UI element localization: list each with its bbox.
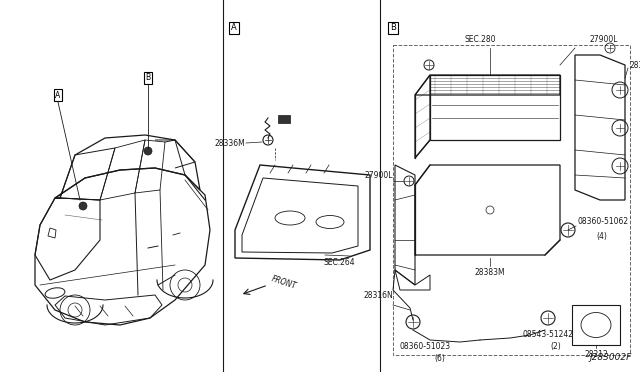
- Text: 08360-51023: 08360-51023: [399, 342, 451, 351]
- Circle shape: [144, 147, 152, 155]
- Bar: [278, 115, 290, 123]
- Text: FRONT: FRONT: [270, 275, 298, 291]
- Text: (4): (4): [596, 231, 607, 241]
- Text: B: B: [390, 23, 396, 32]
- Text: SEC.280: SEC.280: [464, 35, 496, 44]
- Text: A: A: [231, 23, 237, 32]
- Text: 28336M: 28336M: [214, 138, 245, 148]
- Circle shape: [79, 202, 87, 210]
- Text: 08360-51062: 08360-51062: [578, 218, 629, 227]
- Text: (2): (2): [550, 342, 561, 351]
- Text: 27900L: 27900L: [365, 170, 393, 180]
- Text: (6): (6): [435, 354, 445, 363]
- Text: 28212: 28212: [584, 350, 608, 359]
- Text: SEC.264: SEC.264: [323, 258, 355, 267]
- Text: 28316NA: 28316NA: [630, 61, 640, 70]
- Text: 28316N: 28316N: [364, 291, 393, 299]
- Text: 08543-51242: 08543-51242: [522, 330, 573, 339]
- Text: 27900L: 27900L: [590, 35, 618, 44]
- Text: J283002F: J283002F: [589, 353, 632, 362]
- Text: 28383M: 28383M: [475, 268, 506, 277]
- Text: A: A: [56, 90, 61, 99]
- Text: B: B: [145, 74, 150, 83]
